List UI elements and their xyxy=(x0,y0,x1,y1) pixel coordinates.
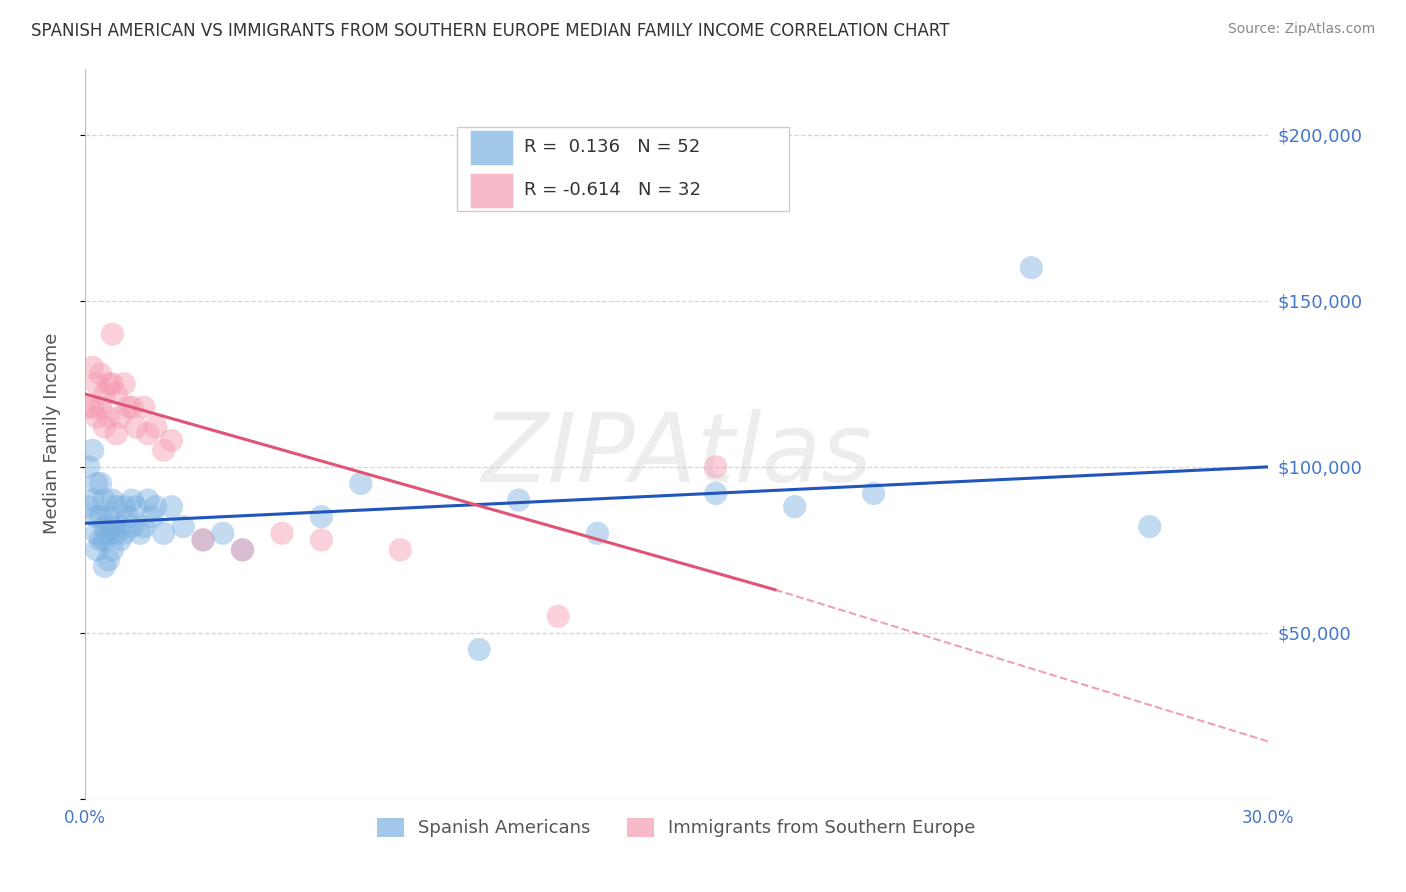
Point xyxy=(89,476,111,491)
Point xyxy=(86,410,108,425)
Point xyxy=(89,533,111,547)
Text: Source: ZipAtlas.com: Source: ZipAtlas.com xyxy=(1227,22,1375,37)
Point xyxy=(77,500,100,514)
Point xyxy=(110,410,132,425)
Point xyxy=(112,526,135,541)
FancyBboxPatch shape xyxy=(471,173,513,208)
Point xyxy=(101,376,124,391)
FancyBboxPatch shape xyxy=(457,127,789,211)
Point xyxy=(117,509,139,524)
Point xyxy=(86,376,108,391)
Point xyxy=(704,486,727,500)
Point xyxy=(97,376,120,391)
Point xyxy=(77,400,100,414)
Point xyxy=(145,420,167,434)
Point xyxy=(101,519,124,533)
Point xyxy=(132,519,155,533)
Point xyxy=(1139,519,1161,533)
Point xyxy=(105,500,128,514)
Point xyxy=(97,526,120,541)
Point xyxy=(136,493,159,508)
Point xyxy=(152,526,174,541)
Point xyxy=(586,526,609,541)
Text: R = -0.614   N = 32: R = -0.614 N = 32 xyxy=(524,181,700,199)
Point xyxy=(82,360,104,375)
Point xyxy=(191,533,214,547)
Point xyxy=(93,533,115,547)
Point xyxy=(862,486,884,500)
Point xyxy=(783,500,806,514)
Point xyxy=(125,500,148,514)
Point xyxy=(211,526,233,541)
Text: SPANISH AMERICAN VS IMMIGRANTS FROM SOUTHERN EUROPE MEDIAN FAMILY INCOME CORRELA: SPANISH AMERICAN VS IMMIGRANTS FROM SOUT… xyxy=(31,22,949,40)
Point xyxy=(125,420,148,434)
Point xyxy=(93,493,115,508)
Point xyxy=(160,500,183,514)
Text: ZIPAtlas: ZIPAtlas xyxy=(481,409,872,502)
Point xyxy=(468,642,491,657)
Point xyxy=(77,459,100,474)
Point xyxy=(89,400,111,414)
Point xyxy=(86,542,108,557)
Point xyxy=(172,519,194,533)
Point xyxy=(97,553,120,567)
Point xyxy=(93,519,115,533)
Point xyxy=(145,500,167,514)
Point xyxy=(311,533,333,547)
Point xyxy=(191,533,214,547)
Point xyxy=(141,509,163,524)
Point xyxy=(82,443,104,458)
Point xyxy=(129,526,152,541)
Point xyxy=(89,367,111,381)
Point xyxy=(105,426,128,441)
Point xyxy=(93,387,115,401)
Point xyxy=(110,519,132,533)
Point xyxy=(121,519,143,533)
Point xyxy=(97,410,120,425)
Point xyxy=(271,526,294,541)
Point xyxy=(704,459,727,474)
Point xyxy=(89,509,111,524)
Point xyxy=(112,500,135,514)
Point xyxy=(101,327,124,342)
Y-axis label: Median Family Income: Median Family Income xyxy=(44,333,60,534)
Point xyxy=(112,376,135,391)
Point xyxy=(105,387,128,401)
Point xyxy=(101,542,124,557)
Legend: Spanish Americans, Immigrants from Southern Europe: Spanish Americans, Immigrants from South… xyxy=(370,811,983,845)
Point xyxy=(121,493,143,508)
Point xyxy=(350,476,373,491)
Point xyxy=(86,476,108,491)
Point xyxy=(93,559,115,574)
Point xyxy=(117,400,139,414)
Point xyxy=(1021,260,1043,275)
Point xyxy=(231,542,253,557)
Point xyxy=(311,509,333,524)
Point xyxy=(160,434,183,448)
Point xyxy=(132,400,155,414)
FancyBboxPatch shape xyxy=(471,130,513,165)
Point xyxy=(110,533,132,547)
Point xyxy=(86,526,108,541)
Point xyxy=(389,542,412,557)
Point xyxy=(86,509,108,524)
Point xyxy=(105,526,128,541)
Text: R =  0.136   N = 52: R = 0.136 N = 52 xyxy=(524,138,700,156)
Point xyxy=(231,542,253,557)
Point xyxy=(508,493,530,508)
Point xyxy=(97,509,120,524)
Point xyxy=(121,400,143,414)
Point xyxy=(547,609,569,624)
Point xyxy=(82,493,104,508)
Point xyxy=(101,493,124,508)
Point xyxy=(136,426,159,441)
Point xyxy=(82,400,104,414)
Point xyxy=(152,443,174,458)
Point xyxy=(93,420,115,434)
